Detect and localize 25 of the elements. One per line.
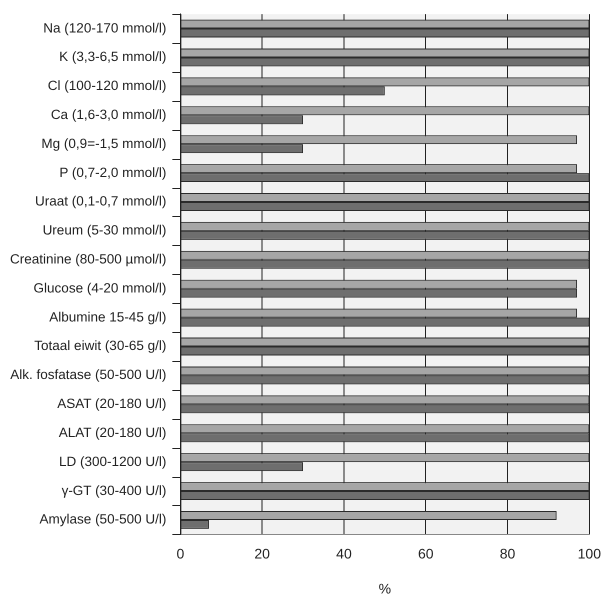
y-tick-label: Ureum (5-30 mmol/l) [42,222,166,238]
y-tick-label: Albumine 15-45 g/l) [49,309,166,324]
y-tick-label: K (3,3-6,5 mmol/l) [59,49,166,64]
y-tick-label: Amylase (50-500 U/l) [40,512,166,527]
x-tick-label: 60 [418,546,434,562]
y-tick-label: LD (300-1200 U/l) [59,454,166,469]
x-tick-label: 20 [254,546,270,562]
x-axis-title: % [378,580,392,596]
y-tick-label: Cl (100-120 mmol/l) [48,78,166,94]
y-tick-label: Alk. fosfatase (50-500 U/l) [10,367,166,382]
y-tick-label: Na (120-170 mmol/l) [43,20,166,36]
x-tick-label: 100 [578,546,602,562]
y-tick-label: ALAT (20-180 U/l) [58,424,166,440]
y-tick-label: Mg (0,9=-1,5 mmol/l) [41,136,166,151]
x-tick-label: 0 [176,546,184,562]
y-tick-label: Creatinine (80-500 µmol/l) [10,252,166,267]
x-tick-label: 80 [500,546,516,562]
y-tick-label: Totaal eiwit (30-65 g/l) [34,338,166,354]
y-tick-label: Uraat (0,1-0,7 mmol/l) [35,194,166,209]
y-tick-label: γ-GT (30-400 U/l) [62,482,166,498]
y-tick-label: Glucose (4-20 mmol/l) [34,280,166,296]
y-tick-label: Ca (1,6-3,0 mmol/l) [50,106,166,122]
y-tick-label: P (0,7-2,0 mmol/l) [59,164,166,180]
y-tick-label: ASAT (20-180 U/l) [57,396,166,412]
x-tick-label: 40 [336,546,352,562]
